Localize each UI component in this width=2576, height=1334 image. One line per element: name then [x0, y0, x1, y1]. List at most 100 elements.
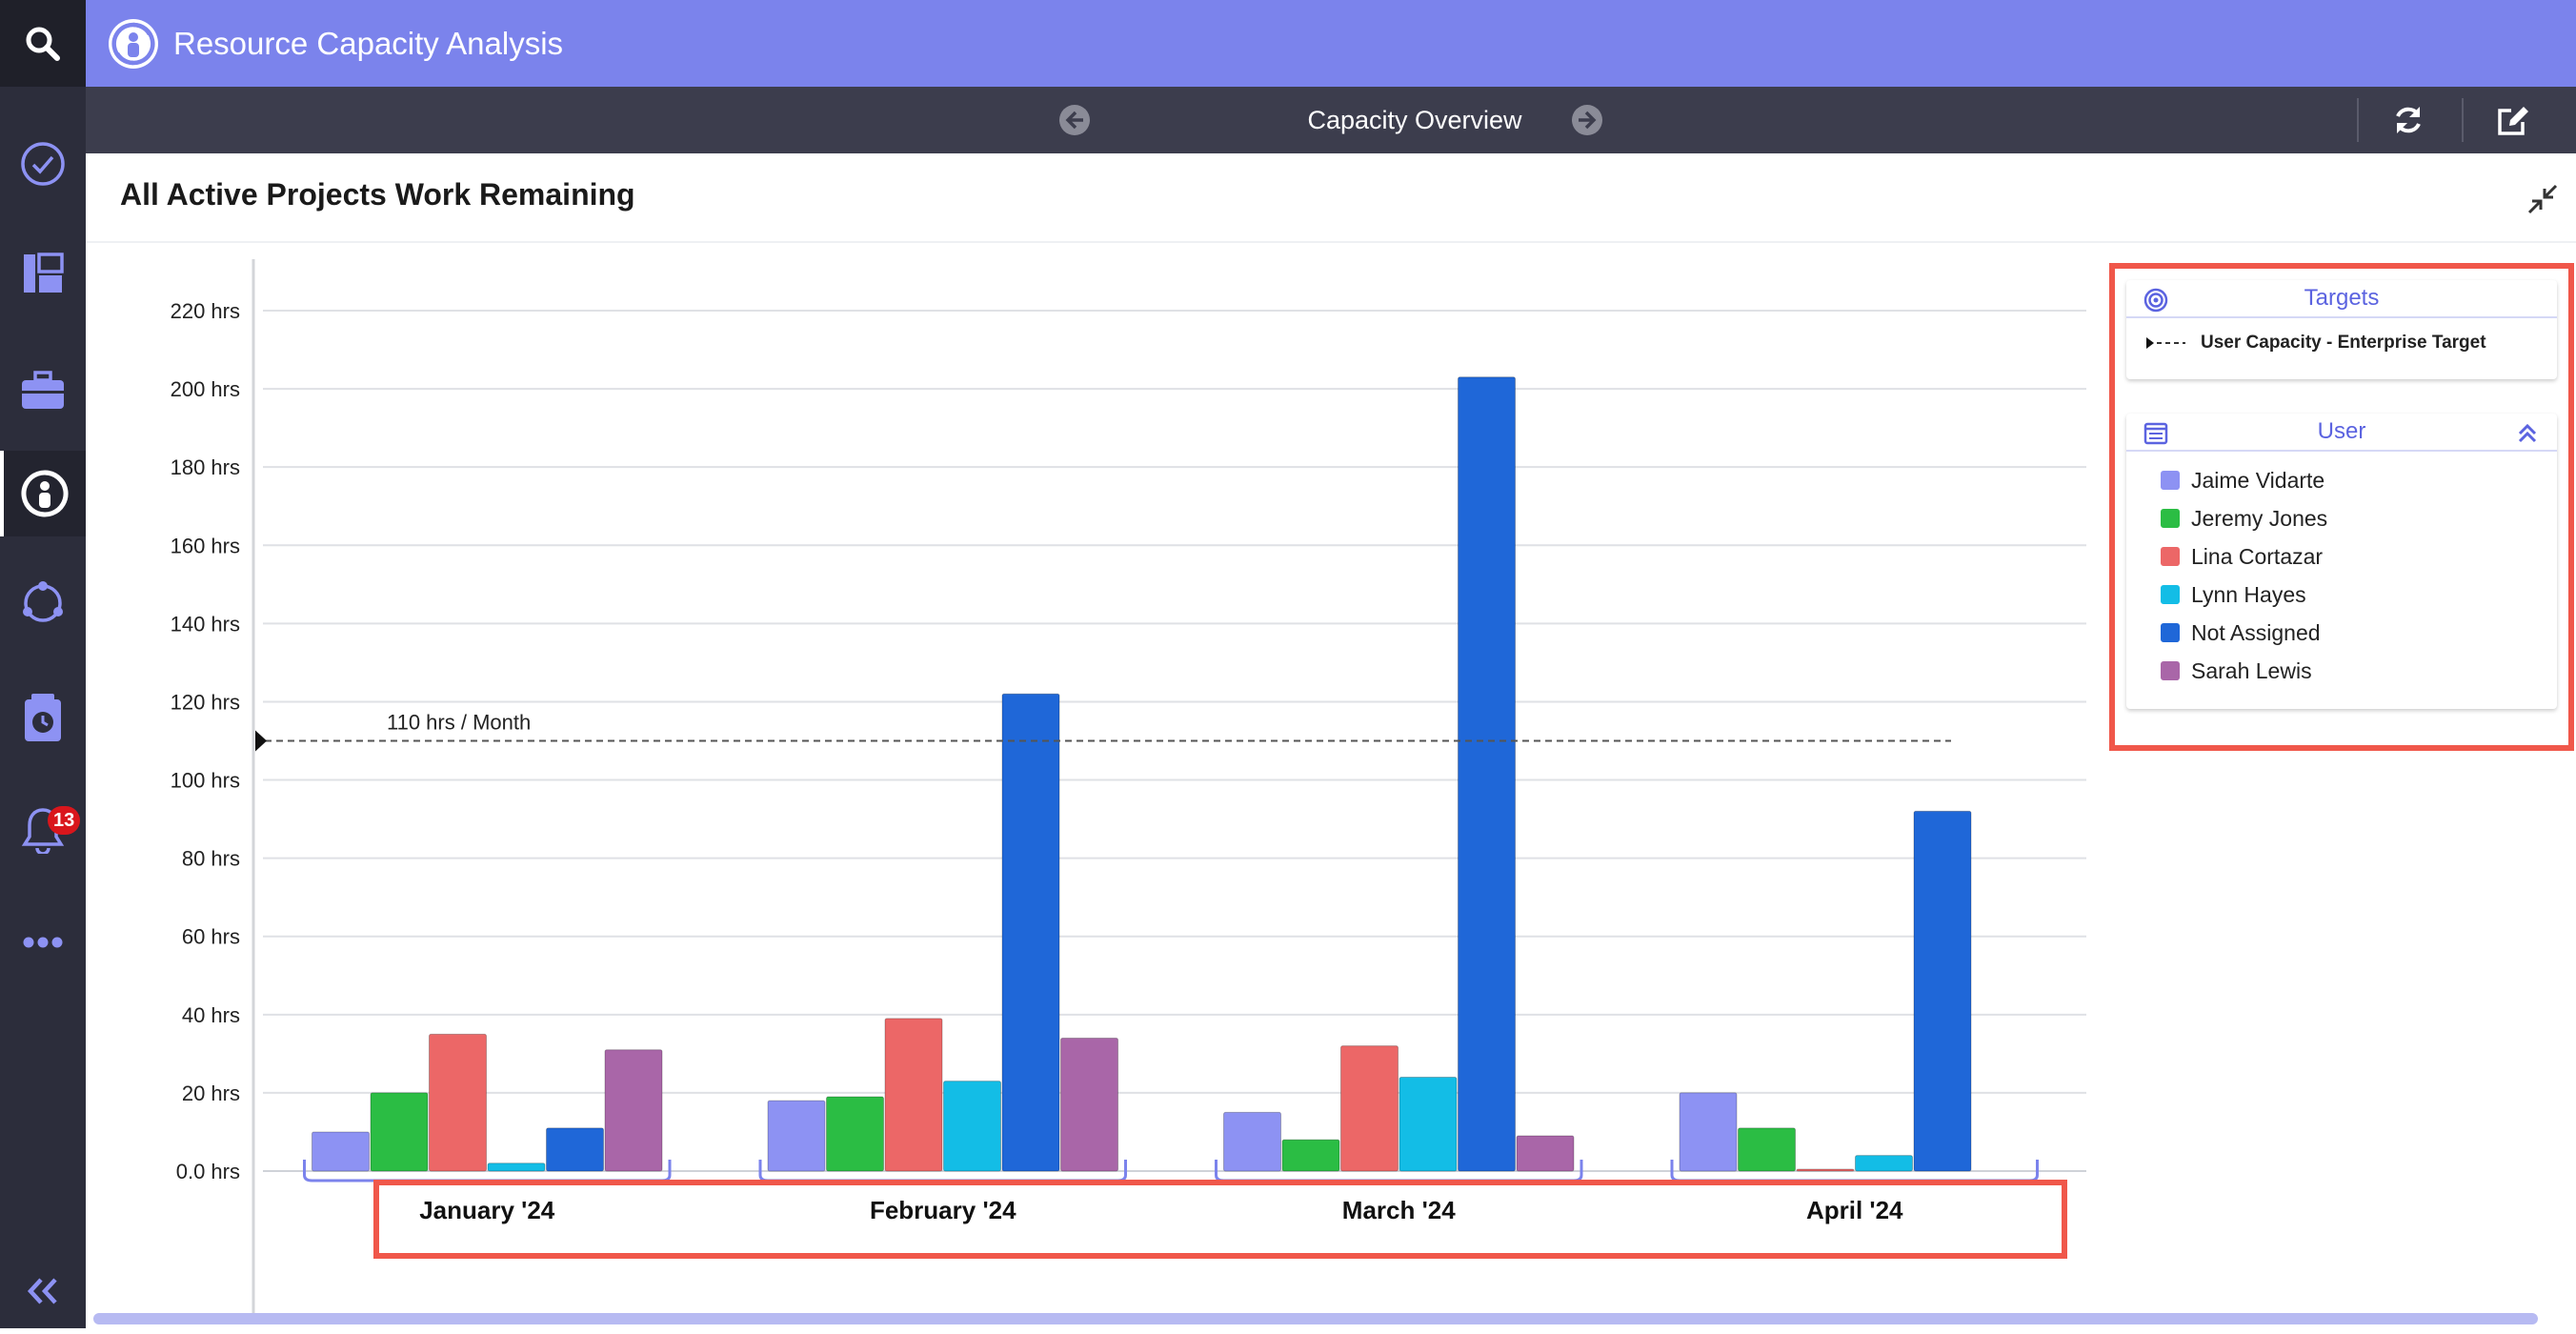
- y-tick-label: 220 hrs: [171, 299, 240, 323]
- bar: [546, 1127, 604, 1172]
- nav-projects[interactable]: [0, 348, 86, 434]
- y-tick-label: 200 hrs: [171, 377, 240, 401]
- refresh-button[interactable]: [2389, 101, 2427, 139]
- bar: [1796, 1168, 1855, 1172]
- bar: [1679, 1092, 1738, 1172]
- nav-dashboard[interactable]: [0, 231, 86, 316]
- bar: [1913, 810, 1972, 1172]
- user-legend-item[interactable]: Lina Cortazar: [2126, 537, 2557, 576]
- bar: [1855, 1155, 1913, 1172]
- target-line-icon: [2146, 337, 2185, 349]
- view-toolbar: Capacity Overview: [86, 87, 2576, 153]
- x-category-label: March '24: [1342, 1196, 1456, 1224]
- collapse-rail-button[interactable]: [0, 1248, 86, 1334]
- highlight-box-x-labels: [373, 1180, 2067, 1259]
- user-legend: User Jaime Vidarte Jeremy Jones Lina Corta…: [2126, 414, 2557, 709]
- nav-more[interactable]: [0, 899, 86, 985]
- nav-tasks[interactable]: [0, 121, 86, 207]
- x-category-label: January '24: [419, 1196, 555, 1224]
- target-icon: [2143, 288, 2168, 313]
- user-legend-list: Jaime Vidarte Jeremy Jones Lina Cortazar Ly…: [2126, 452, 2557, 690]
- view-title: Capacity Overview: [1307, 105, 1522, 134]
- hub-network-icon: [23, 581, 63, 622]
- refresh-icon: [2396, 107, 2421, 133]
- target-label: 110 hrs / Month: [387, 711, 531, 735]
- app-title: Resource Capacity Analysis: [173, 25, 564, 61]
- toolbar-divider: [2462, 98, 2464, 142]
- tasks-check-icon: [21, 142, 65, 186]
- legend-user-name: Not Assigned: [2191, 619, 2321, 645]
- user-legend-item[interactable]: Sarah Lewis: [2126, 652, 2557, 690]
- legend-swatch: [2161, 661, 2180, 680]
- target-legend-item[interactable]: User Capacity - Enterprise Target: [2126, 318, 2557, 368]
- y-tick-label: 40 hrs: [182, 1003, 240, 1027]
- y-tick-label: 180 hrs: [171, 455, 240, 479]
- horizontal-scrollbar[interactable]: [93, 1313, 2538, 1324]
- nav-timesheets[interactable]: [0, 675, 86, 760]
- x-axis-labels: January '24 February '24 March '24 April '2…: [419, 1196, 1903, 1224]
- y-tick-label: 100 hrs: [171, 769, 240, 793]
- search-button[interactable]: [0, 0, 86, 87]
- bar: [1281, 1139, 1340, 1172]
- bar: [429, 1033, 487, 1172]
- bar: [604, 1049, 663, 1172]
- x-category-label: April '24: [1806, 1196, 1903, 1224]
- y-axis-labels: 0.0 hrs 20 hrs 40 hrs 60 hrs 80 hrs 100 hrs 12…: [171, 299, 240, 1183]
- y-tick-label: 20 hrs: [182, 1081, 240, 1105]
- nav-hub[interactable]: [0, 560, 86, 646]
- legend-user-name: Lynn Hayes: [2191, 581, 2306, 607]
- bar: [767, 1100, 826, 1172]
- legend-swatch: [2161, 547, 2180, 566]
- bar: [1738, 1127, 1796, 1172]
- nav-notifications[interactable]: 13: [0, 787, 86, 873]
- bar: [1001, 693, 1060, 1172]
- more-icon: [23, 937, 63, 948]
- nav-resource-capacity[interactable]: [0, 451, 86, 536]
- targets-legend: Targets User Capacity - Enterprise Targe…: [2126, 280, 2557, 379]
- toolbar-divider: [2357, 98, 2359, 142]
- user-legend-item[interactable]: Jaime Vidarte: [2126, 461, 2557, 499]
- double-chevron-up-icon[interactable]: [2515, 421, 2540, 446]
- legend-swatch: [2161, 585, 2180, 604]
- notification-badge: 13: [48, 806, 81, 835]
- y-tick-label: 160 hrs: [171, 534, 240, 557]
- user-legend-header: User: [2126, 414, 2557, 452]
- target-line: 110 hrs / Month: [255, 711, 1951, 752]
- arrow-left-icon[interactable]: [1057, 103, 1092, 137]
- briefcase-icon: [22, 371, 64, 409]
- targets-legend-header: Targets: [2126, 280, 2557, 318]
- bar: [943, 1081, 1001, 1172]
- legend-user-name: Jeremy Jones: [2191, 505, 2328, 531]
- edit-button[interactable]: [2494, 101, 2532, 139]
- list-icon: [2143, 422, 2168, 445]
- bar: [1223, 1111, 1281, 1172]
- y-tick-label: 0.0 hrs: [176, 1160, 240, 1183]
- bar: [826, 1096, 884, 1172]
- legend-user-name: Jaime Vidarte: [2191, 467, 2325, 493]
- panel-title: All Active Projects Work Remaining: [120, 177, 635, 212]
- resource-capacity-icon: [21, 470, 69, 517]
- user-legend-item[interactable]: Not Assigned: [2126, 614, 2557, 652]
- collapse-rail-icon: [27, 1278, 57, 1304]
- legend-user-name: Lina Cortazar: [2191, 543, 2324, 569]
- bar: [1458, 376, 1516, 1172]
- bar: [1516, 1135, 1575, 1172]
- nav-rail: 13: [0, 0, 86, 1328]
- compress-icon[interactable]: [2526, 183, 2559, 215]
- bar: [312, 1131, 370, 1172]
- user-legend-item[interactable]: Jeremy Jones: [2126, 499, 2557, 537]
- panel-divider: [86, 241, 2576, 243]
- bar: [1340, 1045, 1399, 1172]
- timesheet-icon: [25, 694, 61, 741]
- legend-swatch: [2161, 509, 2180, 528]
- legend-swatch: [2161, 471, 2180, 490]
- bar: [487, 1162, 546, 1172]
- bar: [1060, 1037, 1118, 1172]
- bar: [884, 1018, 943, 1172]
- user-legend-item[interactable]: Lynn Hayes: [2126, 576, 2557, 614]
- y-tick-label: 80 hrs: [182, 847, 240, 871]
- capacity-bar-chart: 0.0 hrs 20 hrs 40 hrs 60 hrs 80 hrs 100 hrs 12…: [171, 259, 2086, 1315]
- bar: [1399, 1076, 1458, 1172]
- arrow-right-icon[interactable]: [1570, 103, 1604, 137]
- target-marker: [255, 730, 267, 752]
